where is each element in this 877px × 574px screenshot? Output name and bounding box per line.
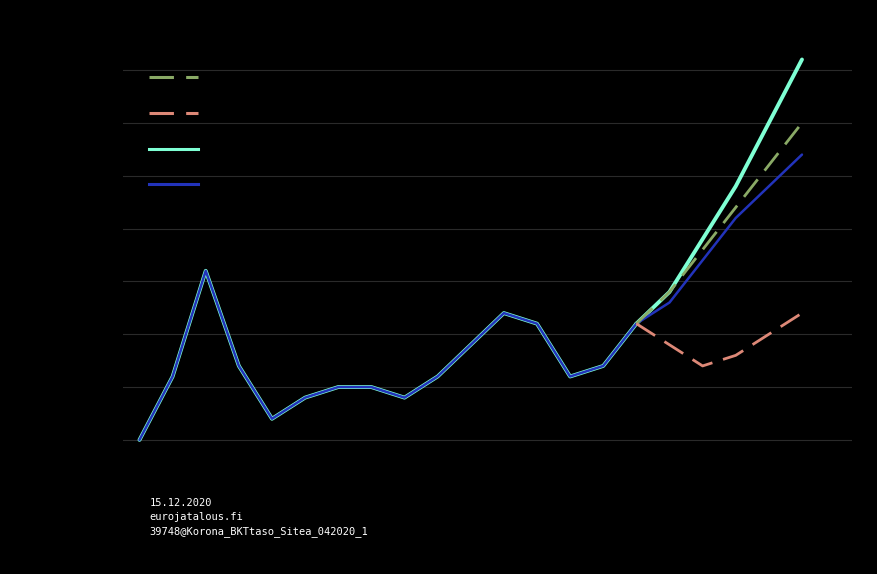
Text: 15.12.2020
eurojatalous.fi
39748@Korona_BKTtaso_Sitea_042020_1: 15.12.2020 eurojatalous.fi 39748@Korona_… bbox=[149, 498, 367, 537]
